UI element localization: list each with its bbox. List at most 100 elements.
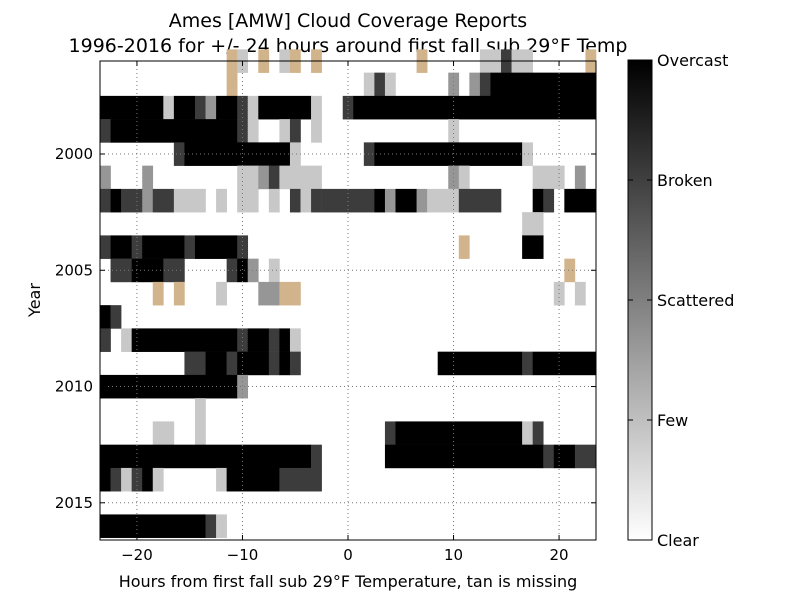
- heatmap-cell: [110, 467, 122, 492]
- heatmap-cell: [247, 119, 259, 143]
- heatmap-cell: [237, 258, 249, 283]
- heatmap-cell: [574, 165, 586, 190]
- heatmap-cell: [311, 188, 322, 213]
- heatmap-cell: [216, 188, 227, 213]
- heatmap-cell: [458, 188, 470, 213]
- heatmap-cell: [194, 398, 206, 422]
- heatmap-cell: [100, 188, 111, 213]
- heatmap-cell: [226, 467, 280, 492]
- heatmap-cell: [522, 142, 533, 166]
- heatmap-cell: [237, 95, 249, 120]
- heatmap-cell: [121, 188, 143, 213]
- heatmap-cell: [247, 95, 259, 120]
- heatmap-cell: [522, 421, 533, 445]
- heatmap-cell: [289, 165, 322, 190]
- chart-title-line-1: Ames [AMW] Cloud Coverage Reports: [169, 10, 527, 32]
- heatmap-cell: [564, 258, 576, 283]
- heatmap-cell: [226, 351, 238, 376]
- heatmap-cell: [131, 235, 143, 259]
- heatmap-cell: [152, 281, 164, 306]
- heatmap-cell: [311, 119, 322, 143]
- heatmap-cell: [100, 444, 312, 469]
- heatmap-cell: [564, 188, 597, 213]
- heatmap-cell: [490, 72, 597, 97]
- heatmap-cell: [173, 95, 196, 120]
- y-tick-label: 2005: [55, 261, 93, 279]
- heatmap-cell: [258, 95, 312, 120]
- colorbar-tick-label: Broken: [657, 171, 713, 190]
- x-tick-label: −10: [227, 546, 259, 564]
- heatmap-cell: [163, 258, 185, 283]
- heatmap-cell: [100, 328, 111, 352]
- heatmap-cell: [110, 188, 122, 213]
- heatmap-cell: [100, 514, 206, 538]
- colorbar-tick-label: Few: [657, 411, 688, 430]
- heatmap-cell: [384, 421, 396, 445]
- heatmap-cell: [289, 328, 301, 352]
- y-axis-ticks: 2000 2005 2010 2015: [55, 145, 596, 512]
- heatmap-cell: [279, 281, 301, 306]
- heatmap-cell: [110, 235, 132, 259]
- heatmap-cell: [384, 72, 396, 97]
- heatmap-cell: [194, 421, 206, 445]
- x-tick-label: −20: [121, 546, 153, 564]
- heatmap-cell: [532, 165, 565, 190]
- heatmap-cell: [205, 95, 217, 120]
- heatmap-cell: [237, 374, 249, 399]
- heatmap-cell: [289, 142, 301, 166]
- heatmap-cell: [163, 95, 175, 120]
- x-axis-ticks: −20 −10 0 10 20: [121, 61, 569, 564]
- heatmap-cell: [469, 188, 502, 213]
- heatmap-cell: [216, 281, 227, 306]
- heatmap-cell: [384, 188, 396, 213]
- heatmap-cell: [268, 165, 280, 190]
- heatmap-cell: [279, 328, 291, 352]
- heatmap-cell: [279, 467, 322, 492]
- x-tick-label: 0: [343, 546, 353, 564]
- heatmap-cell: [237, 165, 259, 190]
- heatmap-cell: [194, 95, 206, 120]
- heatmap-cell: [300, 188, 312, 213]
- heatmap-cell: [353, 95, 597, 120]
- heatmap-cell: [279, 351, 291, 376]
- heatmap-cell: [152, 421, 175, 445]
- heatmap-cell: [194, 235, 238, 259]
- heatmap-cell: [458, 235, 470, 259]
- heatmap-cell: [173, 142, 185, 166]
- heatmap-cell: [416, 188, 428, 213]
- heatmap-cell: [100, 305, 111, 329]
- heatmap-cell: [374, 188, 386, 213]
- x-tick-label: 10: [444, 546, 463, 564]
- heatmap-cell: [226, 72, 238, 97]
- heatmap-cell: [100, 235, 111, 259]
- heatmap-cell: [268, 188, 280, 213]
- heatmap-cell: [258, 281, 280, 306]
- chart-title-line-2: 1996-2016 for +/- 24 hours around first …: [69, 35, 628, 57]
- heatmap-cell: [247, 328, 270, 352]
- heatmap-cell: [437, 351, 523, 376]
- heatmap-cell: [247, 258, 259, 283]
- heatmap-cell: [216, 95, 238, 120]
- heatmap-cell: [448, 119, 460, 143]
- heatmap-cell: [142, 165, 154, 190]
- heatmap-cell: [289, 351, 301, 376]
- plot-area: −20 −10 0 10 20 2000 2005 2010 2015: [55, 49, 597, 564]
- heatmap-cell: [100, 467, 111, 492]
- heatmap-cell: [363, 142, 375, 166]
- y-tick-label: 2000: [55, 145, 93, 163]
- heatmap-cell: [100, 95, 164, 120]
- heatmap-cell: [321, 188, 375, 213]
- heatmap-cell: [279, 165, 291, 190]
- heatmap-cell: [268, 258, 280, 283]
- heatmap-cell: [121, 328, 132, 352]
- heatmap-cell: [110, 119, 238, 143]
- colorbar-tick-label: Scattered: [657, 291, 734, 310]
- heatmap-cell: [131, 328, 238, 352]
- heatmap-cell: [543, 444, 555, 469]
- heatmap-cell: [532, 188, 544, 213]
- colorbar-ticks: Clear Few Scattered Broken Overcast: [628, 51, 734, 550]
- heatmap-cell: [110, 258, 132, 283]
- x-axis-label: Hours from first fall sub 29°F Temperatu…: [119, 572, 578, 591]
- heatmap-cell: [184, 351, 206, 376]
